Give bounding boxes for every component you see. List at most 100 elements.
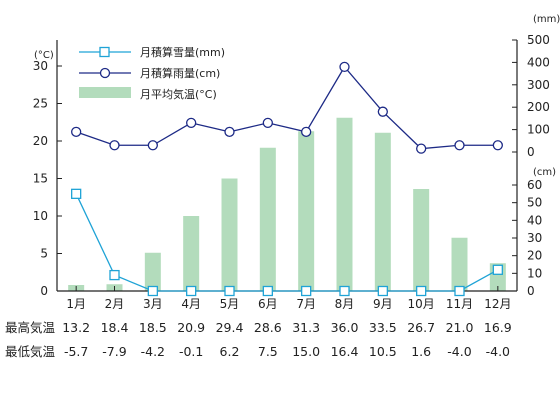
x-tick-label: 1月 bbox=[66, 297, 86, 311]
rain-point-1 bbox=[71, 126, 82, 137]
rain-point-9 bbox=[377, 106, 388, 117]
left-tick-label: 20 bbox=[33, 134, 48, 148]
legend-rain-label: 月積算雨量(cm) bbox=[140, 66, 220, 80]
snow-point-8 bbox=[339, 285, 350, 297]
table-cell: -7.9 bbox=[102, 344, 126, 359]
table-cell: 13.2 bbox=[62, 320, 90, 335]
table-cell: 16.9 bbox=[484, 320, 512, 335]
rain-point-2 bbox=[109, 140, 120, 151]
table-cell: 7.5 bbox=[258, 344, 278, 359]
table-cell: 18.5 bbox=[139, 320, 167, 335]
snow-point-10 bbox=[416, 285, 427, 297]
rain-point-11 bbox=[454, 140, 465, 151]
right-lower-tick-label: 50 bbox=[527, 196, 542, 210]
bar-3 bbox=[144, 252, 161, 291]
bar-6 bbox=[259, 147, 276, 291]
bar-10 bbox=[413, 189, 430, 291]
table-cell: 33.5 bbox=[369, 320, 397, 335]
x-tick-label: 6月 bbox=[258, 297, 278, 311]
table-cell: 28.6 bbox=[254, 320, 282, 335]
snow-point-2 bbox=[109, 269, 120, 281]
left-tick-label: 15 bbox=[33, 172, 48, 186]
table-row-label: 最低気温 bbox=[5, 344, 56, 359]
right-upper-unit-label: (mm) bbox=[533, 14, 560, 25]
table-cell: 31.3 bbox=[292, 320, 320, 335]
table-cell: 16.4 bbox=[331, 344, 359, 359]
rain-line bbox=[75, 65, 498, 150]
snow-point-11 bbox=[454, 285, 465, 297]
bar-5 bbox=[221, 178, 238, 291]
left-tick-label: 25 bbox=[33, 97, 48, 111]
right-upper-tick-label: 300 bbox=[527, 78, 550, 92]
x-tick-labels: 1月 2月 3月 4月 5月 6月 7月 8月 9月 10月 11月 12月 bbox=[66, 297, 511, 311]
legend-rain-marker bbox=[99, 67, 111, 79]
rain-point-5 bbox=[224, 126, 235, 137]
snow-point-7 bbox=[301, 285, 312, 297]
x-tick-label: 7月 bbox=[296, 297, 316, 311]
rain-point-6 bbox=[262, 117, 273, 129]
table-cell: 18.4 bbox=[101, 320, 129, 335]
table-cell: -0.1 bbox=[179, 344, 203, 359]
x-tick-label: 11月 bbox=[446, 297, 473, 311]
x-tick-label: 12月 bbox=[484, 297, 511, 311]
table-row-label: 最高気温 bbox=[5, 320, 56, 335]
legend-temp-swatch bbox=[79, 87, 131, 98]
right-upper-tick-label: 100 bbox=[527, 123, 550, 137]
x-tick-label: 8月 bbox=[335, 297, 355, 311]
rain-point-10 bbox=[416, 143, 427, 154]
table-cell: -4.0 bbox=[486, 344, 510, 359]
temperature-bars bbox=[68, 117, 506, 291]
right-upper-tick-label: 500 bbox=[527, 33, 550, 47]
x-tick-label: 4月 bbox=[181, 297, 201, 311]
bar-11 bbox=[451, 237, 468, 291]
rain-point-3 bbox=[147, 140, 158, 151]
rain-point-12 bbox=[492, 140, 503, 151]
right-upper-tick-label: 400 bbox=[527, 55, 550, 69]
x-tick-label: 9月 bbox=[373, 297, 393, 311]
snow-point-4 bbox=[186, 285, 197, 297]
snow-point-3 bbox=[147, 285, 158, 297]
series-lines bbox=[71, 61, 503, 297]
legend-snow-label: 月積算雪量(mm) bbox=[140, 45, 225, 59]
right-lower-tick-label: 40 bbox=[527, 213, 542, 227]
rain-point-7 bbox=[301, 126, 312, 137]
rain-point-4 bbox=[186, 117, 197, 129]
right-upper-tick-label: 0 bbox=[527, 145, 535, 159]
x-tick-label: 10月 bbox=[408, 297, 435, 311]
left-tick-label: 30 bbox=[33, 59, 48, 73]
snow-line bbox=[75, 193, 499, 292]
right-lower-tick-label: 20 bbox=[527, 249, 542, 263]
table-cell: 1.6 bbox=[411, 344, 431, 359]
table-cell: 15.0 bbox=[292, 344, 320, 359]
table-cell: 6.2 bbox=[220, 344, 240, 359]
table-cell: 21.0 bbox=[446, 320, 474, 335]
legend: 月積算雪量(mm) 月積算雨量(cm) 月平均気温(°C) bbox=[79, 45, 225, 101]
right-upper-tick-label: 200 bbox=[527, 100, 550, 114]
left-unit-label: (°C) bbox=[34, 50, 54, 61]
table-cell: -4.2 bbox=[141, 344, 165, 359]
left-tick-label: 0 bbox=[40, 284, 48, 298]
right-lower-tick-label: 0 bbox=[527, 284, 535, 298]
table-cell: 20.9 bbox=[177, 320, 205, 335]
table-cell: 29.4 bbox=[216, 320, 244, 335]
bar-4 bbox=[183, 216, 200, 291]
right-lower-unit-label: (cm) bbox=[533, 167, 556, 178]
left-tick-label: 10 bbox=[33, 209, 48, 223]
table-cell: -4.0 bbox=[447, 344, 471, 359]
x-tick-label: 5月 bbox=[220, 297, 240, 311]
right-lower-tick-label: 10 bbox=[527, 266, 542, 280]
table-cell: -5.7 bbox=[64, 344, 88, 359]
table-cell: 10.5 bbox=[369, 344, 397, 359]
legend-temp-label: 月平均気温(°C) bbox=[140, 87, 217, 101]
rain-point-8 bbox=[339, 61, 350, 73]
bar-7 bbox=[298, 131, 315, 291]
left-tick-label: 5 bbox=[40, 247, 48, 261]
table-cell: 36.0 bbox=[331, 320, 359, 335]
temperature-table: 最高気温 13.2 18.4 18.5 20.9 29.4 28.6 31.3 36.0 33.5… bbox=[5, 320, 512, 359]
x-tick-label: 3月 bbox=[143, 297, 163, 311]
snow-point-9 bbox=[377, 285, 388, 297]
table-cell: 26.7 bbox=[407, 320, 435, 335]
snow-point-1 bbox=[71, 188, 82, 199]
right-lower-tick-label: 60 bbox=[527, 178, 542, 192]
